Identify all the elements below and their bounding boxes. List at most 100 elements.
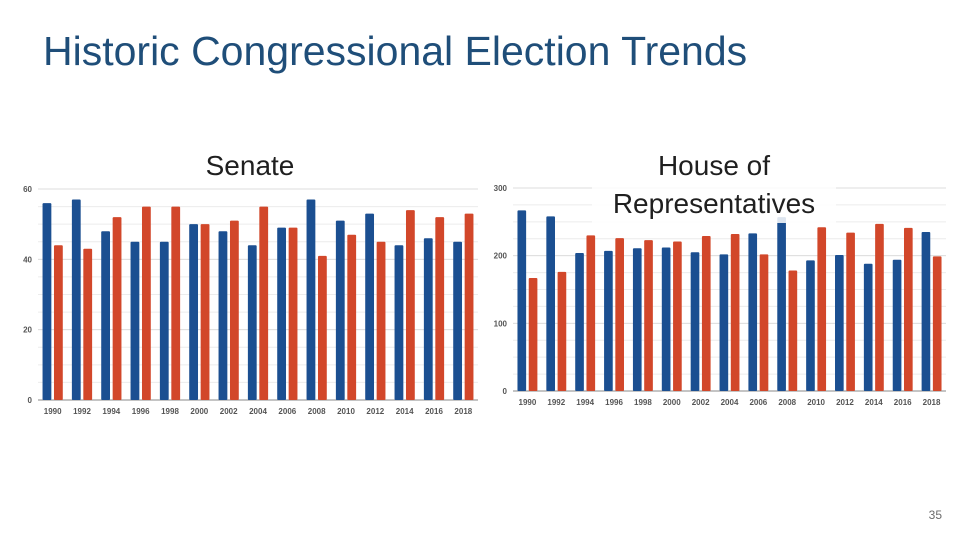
senate-bar-blue (453, 241, 463, 400)
house-bar-blue (806, 260, 815, 391)
senate-x-tick-label: 2012 (366, 407, 384, 416)
house-bar-blue (661, 247, 671, 391)
house-bar-red (644, 240, 653, 391)
senate-bar-blue (42, 203, 52, 400)
house-bar-red (817, 227, 827, 391)
senate-chart: 0 20 40 60 1990 1992 1994 1996 1998 2000 2002 2004 2… (23, 185, 478, 416)
senate-bar-blue (189, 224, 199, 400)
slide-title: Historic Congressional Election Trends (43, 28, 748, 74)
senate-x-tick-label: 2014 (396, 407, 414, 416)
senate-bar-red (435, 217, 445, 400)
senate-x-tick-label: 2006 (278, 407, 296, 416)
senate-x-tick-label: 2016 (425, 407, 443, 416)
house-x-tick-label: 2002 (692, 398, 710, 407)
senate-x-tick-label: 2004 (249, 407, 267, 416)
house-bar-blue (863, 263, 873, 391)
senate-bar-blue (218, 231, 228, 400)
house-bar-blue (719, 254, 729, 391)
senate-x-tick-label: 1996 (132, 407, 150, 416)
senate-y-tick-label: 0 (28, 396, 33, 405)
senate-bar-blue (365, 213, 375, 400)
senate-bar-blue (159, 241, 169, 400)
senate-bar-blue (71, 199, 81, 400)
house-bar-blue (748, 233, 758, 391)
senate-bar-red (464, 213, 474, 400)
house-bar-red (875, 223, 884, 391)
senate-bar-red (83, 248, 93, 400)
house-bar-red (557, 271, 567, 391)
house-bar-blue (546, 216, 556, 391)
house-bar-red (528, 277, 538, 391)
house-y-tick-label: 0 (503, 387, 508, 396)
house-bar-blue (517, 210, 527, 391)
senate-bar-red (347, 234, 357, 400)
senate-bar-blue (247, 245, 257, 400)
house-x-tick-label: 1994 (576, 398, 594, 407)
senate-bar-red (112, 217, 122, 400)
senate-x-tick-label: 2000 (190, 407, 208, 416)
senate-bar-blue (394, 245, 404, 400)
house-x-tick-label: 2008 (778, 398, 796, 407)
house-x-tick-label: 2016 (894, 398, 912, 407)
senate-bar-blue (130, 241, 140, 400)
senate-bar-blue (277, 227, 287, 400)
senate-x-tick-label: 1992 (73, 407, 91, 416)
house-x-tick-label: 1998 (634, 398, 652, 407)
senate-bar-blue (423, 238, 433, 400)
senate-y-tick-label: 60 (23, 185, 32, 194)
senate-x-tick-label: 2018 (454, 407, 472, 416)
senate-bar-blue (306, 199, 316, 400)
house-x-tick-label: 2006 (749, 398, 767, 407)
house-bar-blue (777, 217, 786, 391)
house-bar-blue (604, 250, 613, 391)
house-x-tick-label: 1990 (519, 398, 537, 407)
senate-bar-blue (101, 231, 111, 400)
house-bar-red (701, 236, 711, 391)
senate-bar-red (259, 206, 269, 400)
senate-x-tick-label: 1998 (161, 407, 179, 416)
house-bar-blue (690, 252, 700, 391)
house-bar-red (903, 227, 913, 391)
senate-bar-red (405, 210, 415, 400)
house-x-tick-label: 2000 (663, 398, 681, 407)
senate-x-tick-label: 1990 (44, 407, 62, 416)
house-y-tick-label: 300 (494, 184, 508, 193)
senate-bar-red (171, 206, 181, 400)
house-bar-red (759, 254, 769, 391)
house-bar-blue (892, 259, 902, 391)
house-x-tick-label: 2014 (865, 398, 883, 407)
senate-y-tick-label: 20 (23, 326, 32, 335)
house-chart: 0 100 200 300 1990 1992 1994 1996 1998 2000 2002 20… (494, 184, 946, 407)
house-bar-blue (921, 231, 931, 391)
house-chart-title: House of Representatives (592, 147, 836, 223)
senate-bar-red (141, 206, 151, 400)
house-bar-blue (575, 252, 584, 391)
house-x-tick-label: 1996 (605, 398, 623, 407)
house-bar-red (788, 270, 798, 391)
senate-x-tick-label: 2008 (308, 407, 326, 416)
house-y-tick-label: 200 (494, 252, 508, 261)
senate-bar-red (200, 224, 210, 400)
house-bar-red (730, 234, 740, 391)
senate-bar-red (53, 245, 63, 400)
senate-bar-red (317, 255, 327, 400)
house-y-tick-label: 100 (494, 319, 508, 328)
house-x-tick-label: 2018 (923, 398, 941, 407)
house-bar-red (615, 238, 624, 391)
house-x-tick-label: 2004 (721, 398, 739, 407)
senate-x-tick-label: 2010 (337, 407, 355, 416)
senate-y-tick-label: 40 (23, 255, 32, 264)
house-bar-red (846, 232, 855, 391)
senate-bar-red (288, 227, 298, 400)
senate-x-tick-label: 1994 (102, 407, 120, 416)
house-bar-blue (835, 254, 844, 391)
house-bar-red (673, 241, 682, 391)
house-bar-blue (632, 248, 642, 391)
house-bar-red (586, 235, 596, 391)
house-x-tick-label: 1992 (547, 398, 565, 407)
page-number: 35 (928, 508, 942, 522)
senate-bar-red (229, 220, 239, 400)
senate-x-tick-label: 2002 (220, 407, 238, 416)
house-bar-red (932, 256, 942, 391)
house-x-tick-label: 2012 (836, 398, 854, 407)
